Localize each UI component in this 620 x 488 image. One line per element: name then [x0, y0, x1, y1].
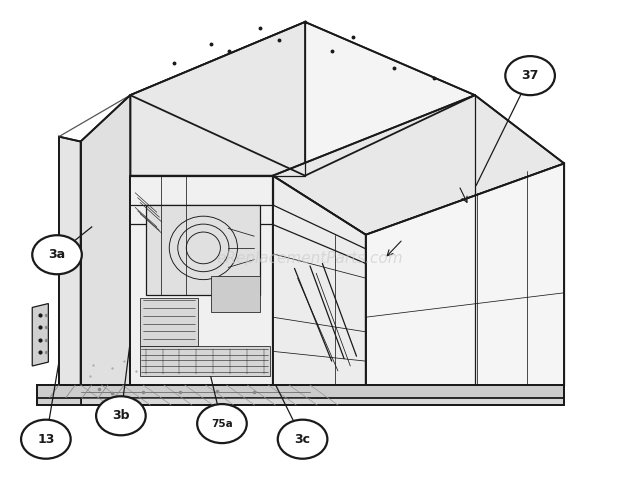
Text: 37: 37 — [521, 69, 539, 82]
Text: eReplacementParts.com: eReplacementParts.com — [216, 251, 404, 266]
Circle shape — [278, 420, 327, 459]
Polygon shape — [81, 95, 130, 385]
Polygon shape — [146, 205, 260, 295]
Circle shape — [197, 404, 247, 443]
Polygon shape — [140, 298, 198, 346]
Circle shape — [96, 396, 146, 435]
Text: 3a: 3a — [48, 248, 66, 261]
Polygon shape — [130, 176, 273, 385]
Polygon shape — [273, 95, 564, 235]
Text: 3c: 3c — [294, 433, 311, 446]
Polygon shape — [81, 385, 564, 405]
Polygon shape — [130, 22, 475, 176]
Polygon shape — [59, 137, 81, 385]
Polygon shape — [32, 304, 48, 366]
Polygon shape — [273, 176, 366, 385]
Text: 75a: 75a — [211, 419, 233, 428]
Text: 3b: 3b — [112, 409, 130, 422]
Circle shape — [21, 420, 71, 459]
Polygon shape — [37, 385, 81, 405]
Circle shape — [505, 56, 555, 95]
Polygon shape — [130, 22, 305, 176]
Polygon shape — [211, 276, 260, 312]
Polygon shape — [37, 385, 564, 398]
Polygon shape — [140, 346, 270, 376]
Circle shape — [32, 235, 82, 274]
Text: 13: 13 — [37, 433, 55, 446]
Polygon shape — [366, 163, 564, 385]
